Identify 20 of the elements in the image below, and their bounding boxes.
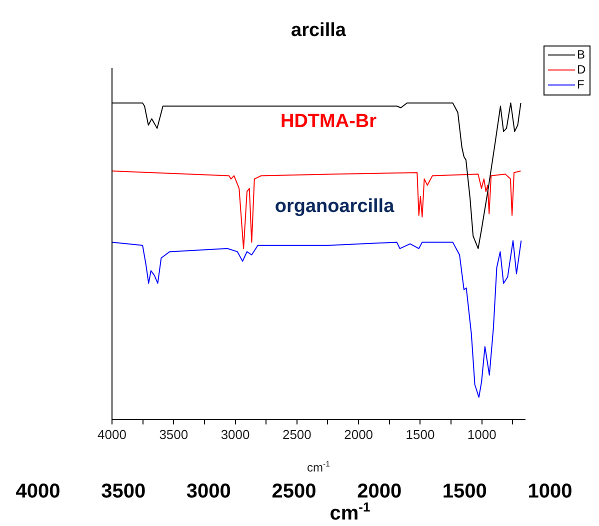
legend-label: D [577, 62, 586, 76]
chart-title: arcilla [291, 20, 346, 41]
x2-tick-label: 1500 [442, 480, 487, 502]
x2-tick-label: 3000 [186, 480, 231, 502]
x2-tick-label: 3500 [101, 480, 146, 502]
x-tick-label: 3000 [220, 426, 250, 442]
x-tick-label: 3500 [159, 426, 188, 442]
legend-label: B [577, 47, 586, 62]
x-tick-label: 2000 [344, 426, 374, 442]
x2-tick-label: 2000 [357, 480, 402, 502]
legend-label: F [577, 77, 584, 92]
x-tick-label: 2500 [282, 426, 312, 442]
x2-tick-label: 2500 [272, 480, 316, 502]
x2-tick-label: 1000 [528, 480, 572, 502]
annotation: HDTMA-Br [280, 111, 378, 132]
x-tick-label: 1500 [406, 426, 435, 442]
x-tick-label: 1000 [467, 426, 496, 442]
x2-tick-label: 4000 [16, 480, 60, 502]
annotation: organoarcilla [274, 196, 395, 217]
x-tick-label: 4000 [98, 426, 126, 442]
